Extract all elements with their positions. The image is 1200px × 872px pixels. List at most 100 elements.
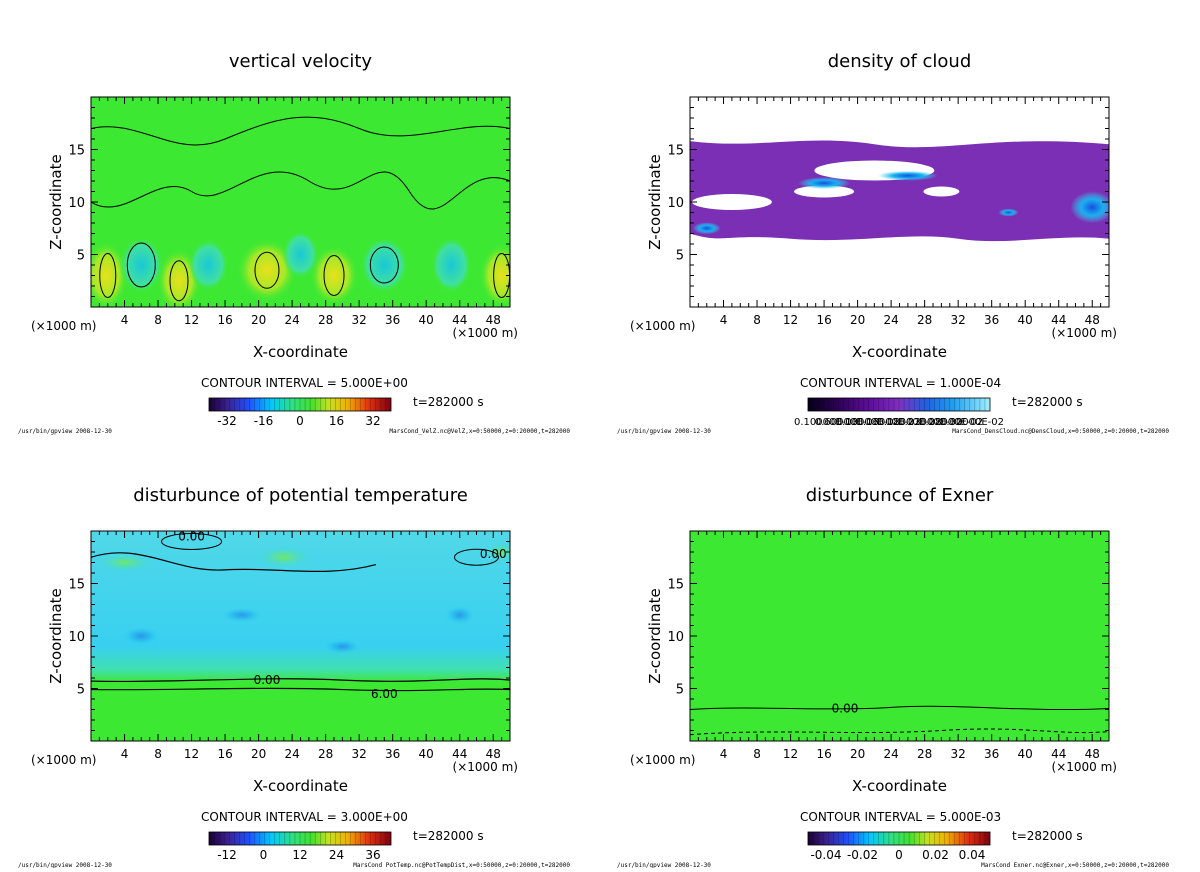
y-tick-label: 10 bbox=[68, 630, 85, 645]
y-tick-label: 10 bbox=[667, 630, 684, 645]
x-tick-label: 32 bbox=[352, 313, 367, 327]
colorbar-tick-label: 16 bbox=[329, 414, 344, 428]
colorbar-tick-label: 0.60000E-03 bbox=[815, 417, 879, 428]
x-tick-label: 12 bbox=[783, 747, 798, 761]
x-unit-label-left: (×1000 m) bbox=[31, 753, 96, 767]
x-tick-label: 40 bbox=[419, 313, 434, 327]
plot-field: 0.00 bbox=[690, 531, 1109, 741]
velocity-cell bbox=[91, 241, 129, 307]
x-tick-label: 32 bbox=[352, 747, 367, 761]
cool-patch bbox=[219, 607, 264, 623]
time-label: t=282000 s bbox=[413, 829, 484, 843]
contour-line bbox=[254, 251, 280, 289]
plot-field bbox=[91, 97, 510, 307]
colorbar-tick-label: 0.10000E-03 bbox=[794, 417, 858, 428]
colorbar-tick-label: 24 bbox=[329, 848, 344, 862]
x-tick-label: 20 bbox=[251, 313, 266, 327]
colorbar-tick-label: 0.30000E-02 bbox=[940, 417, 1004, 428]
x-tick-label: 44 bbox=[1051, 747, 1066, 761]
x-tick-label: 20 bbox=[251, 747, 266, 761]
plot-field: 0.000.000.006.00 bbox=[91, 531, 510, 741]
contour-line bbox=[91, 687, 510, 692]
colorbar-tick-label: -32 bbox=[217, 414, 237, 428]
x-tick-label: 12 bbox=[783, 313, 798, 327]
cloud-dense bbox=[877, 170, 938, 181]
colorbar-tick-label: -0.04 bbox=[810, 848, 841, 862]
colorbar-tick-label: 36 bbox=[365, 848, 380, 862]
colorbar-tick-label: -16 bbox=[254, 414, 274, 428]
warm-patch bbox=[253, 545, 314, 570]
y-tick-label: 10 bbox=[667, 196, 684, 211]
velocity-cell bbox=[119, 237, 164, 293]
contour-line bbox=[169, 260, 189, 302]
plot-field bbox=[690, 97, 1109, 307]
x-tick-label: 48 bbox=[1085, 313, 1100, 327]
cloud-dense bbox=[798, 177, 851, 190]
x-tick-label: 4 bbox=[121, 747, 129, 761]
chart-panel: disturbunce of potential temperature 0.00… bbox=[18, 485, 570, 869]
x-tick-label: 24 bbox=[883, 747, 898, 761]
x-unit-label-right: (×1000 m) bbox=[1052, 326, 1117, 340]
x-tick-label: 16 bbox=[217, 747, 232, 761]
x-tick-label: 40 bbox=[1018, 313, 1033, 327]
velocity-cell bbox=[310, 245, 359, 306]
cloud-dense bbox=[998, 208, 1019, 217]
x-tick-label: 40 bbox=[1018, 747, 1033, 761]
x-tick-label: 40 bbox=[419, 747, 434, 761]
chart-title: vertical velocity bbox=[229, 51, 373, 72]
x-unit-label-left: (×1000 m) bbox=[630, 753, 695, 767]
contour-interval: CONTOUR INTERVAL = 3.000E+00 bbox=[201, 810, 408, 824]
colorbar-tick-label: -12 bbox=[217, 848, 237, 862]
time-label: t=282000 s bbox=[1012, 829, 1083, 843]
chart-title: disturbunce of Exner bbox=[806, 485, 994, 506]
x-unit-label-right: (×1000 m) bbox=[1052, 760, 1117, 774]
colorbar-tick-label: 32 bbox=[365, 414, 380, 428]
x-tick-label: 4 bbox=[720, 747, 728, 761]
y-tick-label: 15 bbox=[68, 144, 85, 159]
x-tick-label: 8 bbox=[154, 747, 162, 761]
x-tick-label: 44 bbox=[452, 313, 467, 327]
x-unit-label-left: (×1000 m) bbox=[630, 319, 695, 333]
cloud-dense bbox=[692, 222, 721, 235]
y-tick-label: 15 bbox=[667, 578, 684, 593]
contour-interval: CONTOUR INTERVAL = 5.000E-03 bbox=[800, 810, 1001, 824]
chart-title: density of cloud bbox=[828, 51, 972, 72]
colorbar-tick-label: 0.02 bbox=[922, 848, 949, 862]
x-tick-label: 36 bbox=[984, 747, 999, 761]
y-axis-title: Z-coordinate bbox=[47, 588, 65, 683]
y-tick-label: 15 bbox=[68, 578, 85, 593]
colorbar-tick-label: 0 bbox=[260, 848, 268, 862]
footer-left: /usr/bin/gpview 2008-12-30 bbox=[18, 428, 112, 435]
x-tick-label: 28 bbox=[917, 313, 932, 327]
x-tick-label: 36 bbox=[984, 313, 999, 327]
contour-label: 0.00 bbox=[832, 701, 859, 715]
x-axis-title: X-coordinate bbox=[852, 343, 947, 361]
velocity-cell bbox=[479, 243, 510, 307]
y-axis-title: Z-coordinate bbox=[646, 154, 664, 249]
x-tick-label: 36 bbox=[385, 313, 400, 327]
x-tick-label: 32 bbox=[951, 313, 966, 327]
colorbar-tick-label: 0 bbox=[296, 414, 304, 428]
contour-interval: CONTOUR INTERVAL = 5.000E+00 bbox=[201, 376, 408, 390]
x-unit-label-left: (×1000 m) bbox=[31, 319, 96, 333]
x-axis-title: X-coordinate bbox=[253, 343, 348, 361]
footer-right: MarsCond_DensCloud.nc@DensCloud,x=0:5000… bbox=[952, 428, 1169, 435]
x-tick-label: 8 bbox=[154, 313, 162, 327]
footer-right: MarsCond_Exner.nc@Exner,x=0:50000,z=0:20… bbox=[981, 862, 1169, 868]
y-tick-label: 5 bbox=[676, 683, 684, 698]
x-unit-label-right: (×1000 m) bbox=[453, 760, 518, 774]
cool-patch bbox=[121, 626, 162, 646]
velocity-cell bbox=[431, 237, 472, 293]
velocity-cell bbox=[360, 237, 409, 293]
contour-label: 6.00 bbox=[371, 687, 398, 701]
contour-line bbox=[126, 242, 156, 288]
x-tick-label: 20 bbox=[850, 313, 865, 327]
time-label: t=282000 s bbox=[1012, 395, 1083, 409]
x-tick-label: 28 bbox=[917, 747, 932, 761]
x-tick-label: 48 bbox=[1085, 747, 1100, 761]
x-tick-label: 8 bbox=[753, 747, 761, 761]
contour-line bbox=[323, 255, 345, 296]
y-tick-label: 5 bbox=[77, 249, 85, 264]
